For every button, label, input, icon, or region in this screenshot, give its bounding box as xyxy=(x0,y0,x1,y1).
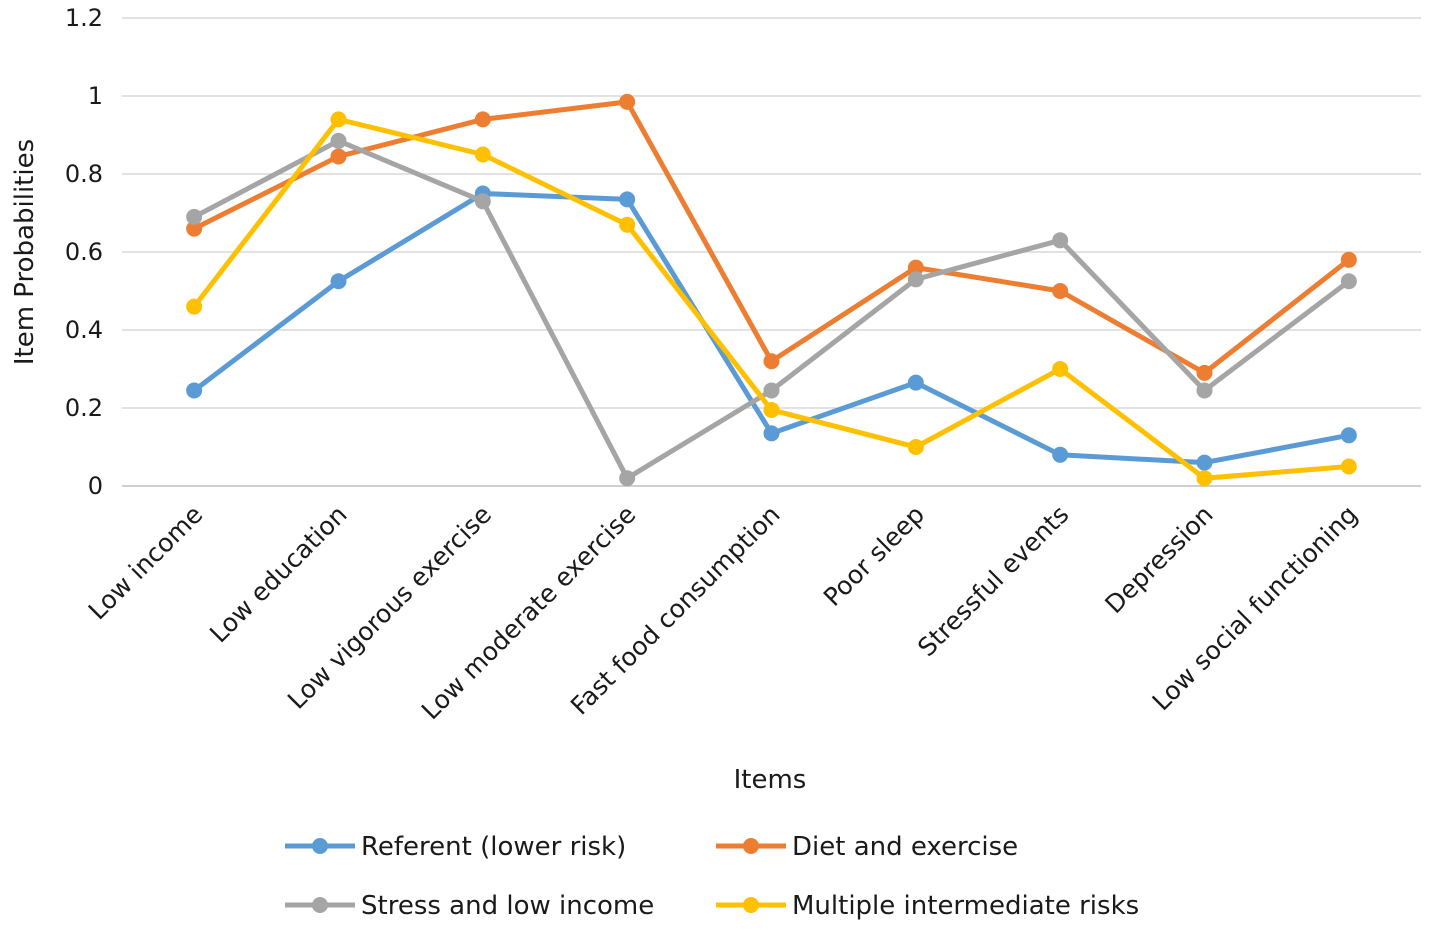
y-tick-label: 0.6 xyxy=(65,238,103,266)
y-tick-label: 0.8 xyxy=(65,160,103,188)
data-point xyxy=(763,382,780,399)
data-point xyxy=(1340,427,1357,444)
data-point xyxy=(619,93,636,110)
legend-label: Diet and exercise xyxy=(792,832,1018,862)
data-point xyxy=(186,298,203,315)
x-category-label: Depression xyxy=(1099,500,1218,619)
legend-swatch-marker xyxy=(743,838,759,854)
data-point xyxy=(619,216,636,233)
x-category-label: Stressful events xyxy=(912,500,1074,662)
series-line xyxy=(191,191,1352,466)
x-category-label: Low income xyxy=(83,500,209,626)
data-point xyxy=(330,273,347,290)
y-tick-label: 1 xyxy=(88,82,103,110)
series-line xyxy=(191,116,1352,481)
y-tick-label: 1.2 xyxy=(65,4,103,32)
legend-item: Stress and low income xyxy=(285,891,654,921)
data-point xyxy=(1340,458,1357,475)
y-axis-title: Item Probabilities xyxy=(10,139,40,365)
data-point xyxy=(1196,454,1213,471)
data-point xyxy=(330,132,347,149)
data-point xyxy=(474,193,491,210)
legend-label: Multiple intermediate risks xyxy=(792,891,1139,921)
data-point xyxy=(763,401,780,418)
series-layer xyxy=(186,93,1357,487)
legend-item: Diet and exercise xyxy=(716,832,1018,862)
data-point xyxy=(1052,361,1069,377)
x-category-label: Poor sleep xyxy=(818,500,930,612)
series-group xyxy=(186,185,1357,471)
data-point xyxy=(330,111,347,128)
x-axis-title: Items xyxy=(734,765,807,795)
data-point xyxy=(1340,251,1357,268)
data-point xyxy=(619,470,636,487)
data-point xyxy=(763,353,780,370)
data-point xyxy=(1052,283,1069,299)
data-point xyxy=(1196,470,1213,487)
grid-layer xyxy=(122,17,1421,487)
data-point xyxy=(907,259,924,276)
legend-item: Referent (lower risk) xyxy=(285,832,626,862)
series-group xyxy=(186,132,1357,487)
data-point xyxy=(186,382,203,399)
data-point xyxy=(763,425,780,442)
data-point xyxy=(1196,382,1213,399)
y-tick-label: 0 xyxy=(88,472,103,500)
legend-swatch-marker xyxy=(312,897,328,913)
data-point xyxy=(619,191,636,208)
data-point xyxy=(907,439,924,455)
legend: Referent (lower risk) Diet and exercise St… xyxy=(285,832,1139,921)
data-point xyxy=(1052,446,1069,463)
data-point xyxy=(474,111,491,128)
data-point xyxy=(907,271,924,288)
legend-swatch-marker xyxy=(743,897,759,913)
data-point xyxy=(1196,364,1213,381)
series-group xyxy=(186,111,1357,487)
data-point xyxy=(186,220,203,237)
y-tick-labels: 0 0.2 0.4 0.6 0.8 1 1.2 xyxy=(65,4,103,500)
data-point xyxy=(474,146,491,163)
data-point xyxy=(186,208,203,225)
series-line xyxy=(191,99,1352,376)
data-point xyxy=(1052,232,1069,249)
y-tick-label: 0.2 xyxy=(65,394,103,422)
legend-label: Stress and low income xyxy=(361,891,654,921)
legend-swatch-marker xyxy=(312,838,328,854)
x-category-label: Low education xyxy=(204,500,353,649)
data-point xyxy=(1340,273,1357,290)
series-group xyxy=(186,93,1357,381)
legend-item: Multiple intermediate risks xyxy=(716,891,1139,921)
legend-label: Referent (lower risk) xyxy=(361,832,626,862)
data-point xyxy=(907,374,924,391)
data-point xyxy=(330,148,347,165)
y-tick-label: 0.4 xyxy=(65,316,103,344)
